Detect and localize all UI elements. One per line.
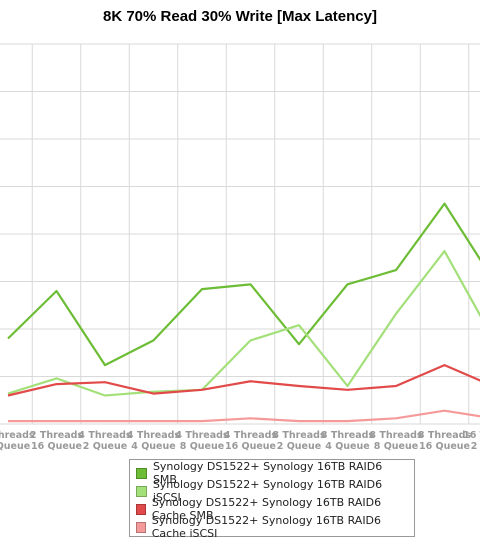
series-line-2 xyxy=(7,250,480,397)
legend-swatch xyxy=(136,485,147,497)
legend-label: Synology DS1522+ Synology 16TB RAID6 SMB xyxy=(152,460,383,486)
x-tick-label: 8 Threads 2 Queue xyxy=(272,430,326,452)
x-tick-label: 2 Threads 16 Queue xyxy=(30,430,84,452)
legend-item: Synology DS1522+ Synology 16TB RAID6 Cac… xyxy=(136,514,408,540)
series-line-3 xyxy=(7,364,480,397)
x-tick-label: 8 Threads 4 Queue xyxy=(321,430,375,452)
x-tick-label: 8 Threads 8 Queue xyxy=(369,430,423,452)
legend-swatch xyxy=(136,521,146,533)
x-tick-label: 4 Threads 16 Queue xyxy=(224,430,278,452)
chart-legend: Synology DS1522+ Synology 16TB RAID6 SMB… xyxy=(129,459,415,540)
legend-label: Synology DS1522+ Synology 16TB RAID6 iSC… xyxy=(152,478,383,504)
x-tick-label: 8 Threads 16 Queue xyxy=(418,430,472,452)
x-tick-label: 4 Threads 4 Queue xyxy=(127,430,181,452)
chart-title: 8K 70% Read 30% Write [Max Latency] xyxy=(103,8,377,25)
legend-swatch xyxy=(136,467,147,479)
x-tick-label: 4 Threads 8 Queue xyxy=(175,430,229,452)
legend-label: Synology DS1522+ Synology 16TB RAID6 Cac… xyxy=(151,514,382,540)
chart-series xyxy=(7,202,480,423)
chart-grid xyxy=(0,43,480,425)
x-tick-label: 4 Threads 2 Queue xyxy=(78,430,132,452)
legend-swatch xyxy=(136,503,146,515)
legend-label: Synology DS1522+ Synology 16TB RAID6 Cac… xyxy=(151,496,382,522)
series-line-4 xyxy=(8,409,480,423)
legend-item: Synology DS1522+ Synology 16TB RAID6 SMB xyxy=(136,460,408,486)
series-line-1 xyxy=(7,202,480,367)
legend-item: Synology DS1522+ Synology 16TB RAID6 iSC… xyxy=(136,478,408,504)
legend-item: Synology DS1522+ Synology 16TB RAID6 Cac… xyxy=(136,496,408,522)
